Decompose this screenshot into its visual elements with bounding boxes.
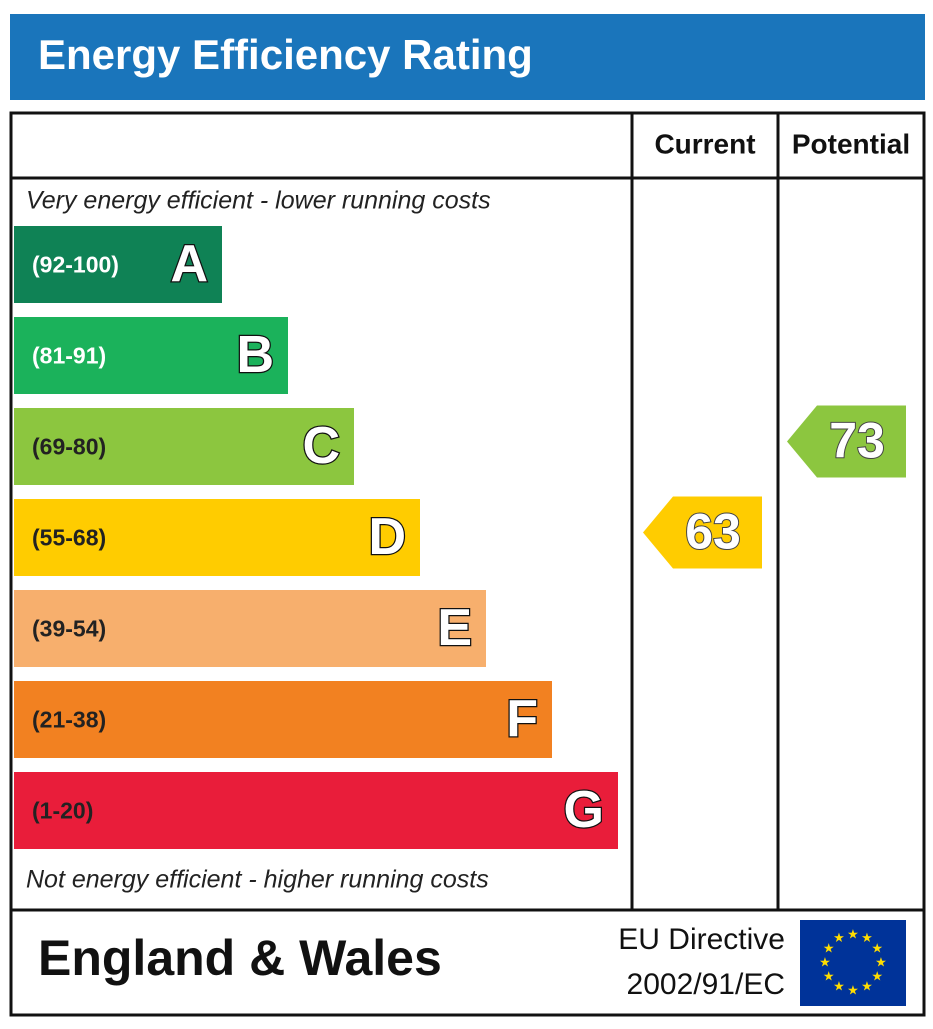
column-header: Current (654, 128, 755, 159)
frame (9, 111, 926, 1017)
band-letter: G (564, 781, 604, 839)
star: ★ (823, 968, 835, 983)
star: ★ (861, 930, 873, 945)
band (14, 317, 288, 394)
star: ★ (847, 926, 859, 941)
star: ★ (861, 979, 873, 994)
star: ★ (833, 930, 845, 945)
band (14, 226, 222, 303)
title-bar (10, 14, 925, 100)
band-range: (92-100) (32, 252, 119, 278)
band-letter: C (302, 417, 340, 475)
band-letter: A (170, 235, 208, 293)
region: England & Wales (38, 930, 442, 986)
star: ★ (871, 968, 883, 983)
rating-arrow (643, 496, 762, 569)
band-range: (21-38) (32, 707, 106, 733)
star: ★ (823, 940, 835, 955)
star: ★ (847, 982, 859, 997)
band-letter: F (506, 690, 538, 748)
band (14, 681, 552, 758)
rating-value: 63 (685, 504, 741, 560)
band-range: (39-54) (32, 616, 106, 642)
bottom-note: Not energy efficient - higher running co… (26, 866, 489, 894)
band (14, 590, 486, 667)
band-range: (69-80) (32, 434, 106, 460)
band-letter: D (368, 508, 406, 566)
band-range: (81-91) (32, 343, 106, 369)
band (14, 772, 618, 849)
eu-stars: ★ ★★★★★★★★★★★ (819, 926, 887, 997)
star: ★ (871, 940, 883, 955)
band-letter: B (236, 326, 274, 384)
rating-value: 73 (829, 413, 885, 469)
eu-flag (800, 920, 906, 1006)
band (14, 499, 420, 576)
band-letter: E (437, 599, 472, 657)
top-note: Very energy efficient - lower running co… (26, 187, 491, 215)
directive: EU Directive (618, 923, 785, 956)
title: Energy Efficiency Rating (38, 31, 533, 78)
rating-arrow (787, 405, 906, 478)
star: ★ (833, 979, 845, 994)
band-range: (55-68) (32, 525, 106, 551)
band (14, 408, 354, 485)
column-header: Potential (792, 128, 910, 159)
star: ★ (819, 954, 831, 969)
band-range: (1-20) (32, 798, 93, 824)
star: ★ (875, 954, 887, 969)
directive: 2002/91/EC (627, 968, 785, 1001)
